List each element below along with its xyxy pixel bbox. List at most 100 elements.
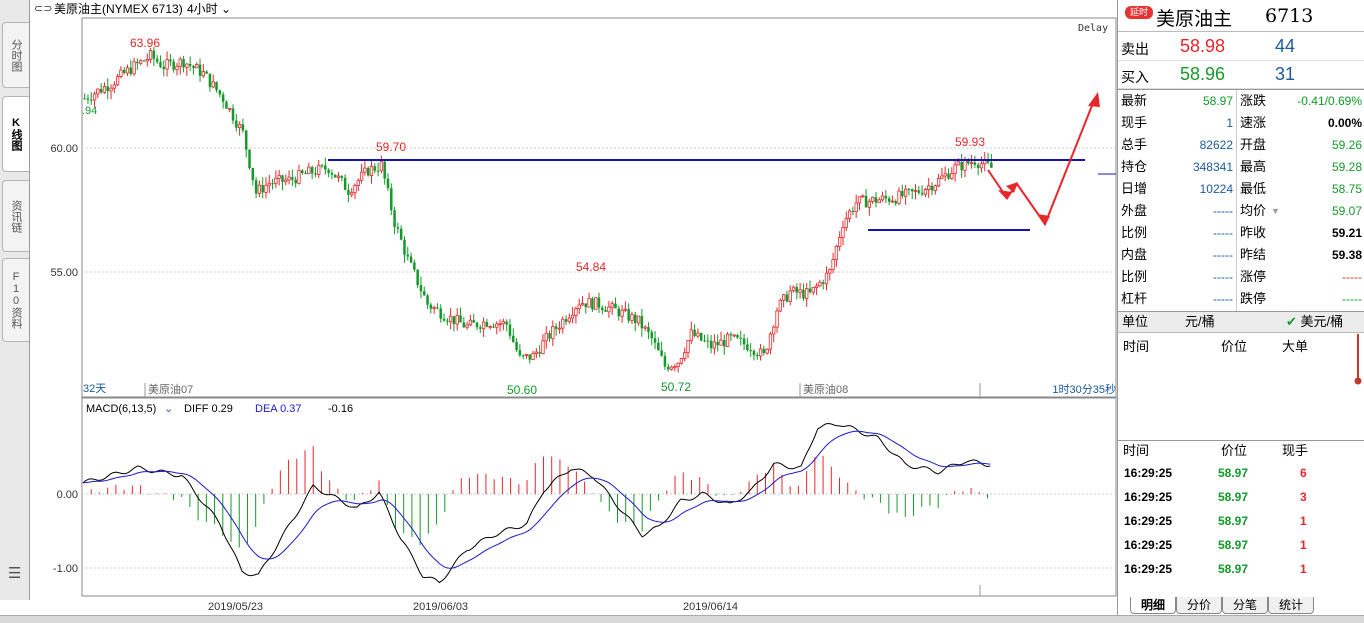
- candle-body: [228, 108, 232, 110]
- candle-body: [512, 335, 515, 342]
- tab-detail[interactable]: 明细: [1130, 597, 1176, 614]
- candle-body: [594, 297, 598, 310]
- unit-cny-option[interactable]: 元/桶: [1185, 314, 1215, 329]
- stat-key: 最低: [1240, 181, 1267, 196]
- candle-body: [719, 339, 723, 346]
- stat-cell: 最新 58.97: [1118, 90, 1236, 112]
- candle-body: [205, 71, 208, 74]
- candle-body: [175, 65, 179, 70]
- candle-body: [880, 195, 885, 201]
- tab-news-chain[interactable]: 资讯链: [2, 180, 29, 252]
- candle-body: [152, 50, 156, 59]
- candle-body: [627, 309, 630, 321]
- candle-body: [373, 166, 377, 171]
- candle-body: [785, 294, 789, 302]
- tick-row: 16:29:25 58.97 1: [1118, 509, 1364, 533]
- stat-value: 1: [1226, 116, 1233, 130]
- candle-body: [142, 60, 146, 62]
- candle-body: [132, 61, 136, 75]
- tick-hand: 6: [1300, 466, 1307, 480]
- candle-body: [943, 173, 947, 177]
- high-annotation: 59.93: [955, 135, 985, 149]
- stat-cell: 内盘 -----: [1118, 244, 1236, 266]
- chart-link-icon[interactable]: ⊂⊃: [34, 3, 53, 15]
- tab-intraday[interactable]: 分时图: [2, 22, 29, 88]
- candle-body: [508, 324, 512, 336]
- stat-cell: 速涨 0.00%: [1237, 112, 1364, 134]
- scrollbar-thumb[interactable]: [1354, 334, 1362, 386]
- candle-body: [765, 348, 769, 354]
- tab-f10[interactable]: F10资料: [2, 258, 29, 342]
- candle-body: [524, 353, 529, 356]
- macd-axis-label: 0.00: [57, 489, 78, 501]
- column-big-order: 大单: [1282, 339, 1309, 354]
- candle-body: [636, 315, 641, 324]
- stat-value: -----: [1342, 270, 1362, 284]
- bar-countdown: 1时30分35秒: [1052, 382, 1116, 396]
- candle-body: [218, 90, 222, 95]
- quote-panel: 延时 美原油主 6713 卖出 58.98 44 买入 58.96 31 最新 5…: [1117, 0, 1364, 623]
- tick-row: 16:29:25 58.97 6: [1118, 461, 1364, 485]
- candle-body: [699, 333, 703, 341]
- tab-tick-by-tick[interactable]: 分笔: [1222, 597, 1268, 614]
- stat-value: 0.00%: [1327, 116, 1362, 130]
- candle-body: [768, 333, 773, 350]
- candle-body: [729, 334, 733, 336]
- chevron-down-icon[interactable]: ⌄: [164, 403, 173, 415]
- candle-body: [798, 289, 802, 293]
- candle-body: [890, 200, 895, 203]
- candle-body: [83, 98, 86, 100]
- instrument-title: 美原油主(NYMEX 6713): [54, 2, 183, 16]
- stat-cell: 开盘 59.26: [1237, 134, 1364, 156]
- candle-body: [96, 88, 100, 95]
- candle-body: [485, 322, 489, 327]
- tab-price-distribution[interactable]: 分价: [1176, 597, 1222, 614]
- candle-body: [732, 334, 736, 337]
- candle-body: [653, 338, 657, 343]
- tick-hand: 1: [1300, 538, 1307, 552]
- contract-label: 美原油08: [803, 382, 848, 396]
- period-selector[interactable]: 4小时 ⌄: [187, 0, 231, 18]
- stat-key: 涨跌: [1240, 93, 1267, 108]
- stat-key: 总手: [1121, 137, 1148, 152]
- macd-indicator-name[interactable]: MACD(6,13,5): [86, 403, 156, 415]
- stat-value: -----: [1342, 292, 1362, 306]
- ask-volume: 44: [1275, 36, 1296, 56]
- kline-chart[interactable]: 60.00 55.00 0.00 -1.00 .94 63.96 59.70 5…: [30, 0, 1117, 615]
- stat-key: 最高: [1240, 159, 1267, 174]
- candle-body: [455, 315, 459, 325]
- tick-price: 58.97: [1218, 490, 1249, 504]
- candle-body: [452, 316, 456, 325]
- list-menu-icon[interactable]: ☰: [8, 565, 22, 582]
- candle-body: [574, 308, 578, 316]
- candle-body: [155, 58, 159, 62]
- candle-body: [426, 295, 429, 305]
- arrow-head-icon: [1006, 182, 1018, 193]
- stat-cell: 均价 ▼ 59.07: [1237, 200, 1364, 222]
- chevron-down-icon[interactable]: ▼: [1271, 206, 1280, 216]
- candle-body: [501, 321, 506, 325]
- candle-body: [211, 81, 215, 88]
- stat-key: 持仓: [1121, 159, 1148, 174]
- candle-body: [472, 320, 475, 323]
- candle-body: [584, 303, 588, 308]
- candle-body: [976, 164, 980, 168]
- tab-statistics[interactable]: 统计: [1268, 597, 1314, 614]
- stat-key: 比例: [1121, 225, 1148, 240]
- candle-body: [742, 338, 746, 345]
- stat-key: 内盘: [1121, 247, 1148, 262]
- price-axis-label: 55.00: [50, 267, 78, 279]
- stat-value: 10224: [1199, 182, 1233, 196]
- unit-usd-option[interactable]: ✔ 美元/桶: [1286, 312, 1343, 332]
- candle-body: [436, 307, 439, 309]
- candle-body: [396, 227, 400, 229]
- candle-body: [709, 340, 713, 349]
- tab-kline[interactable]: K线图: [2, 96, 29, 172]
- candle-body: [679, 358, 684, 364]
- candle-body: [481, 321, 486, 330]
- candle-body: [422, 291, 426, 296]
- column-price: 价位: [1221, 339, 1248, 354]
- quote-header: 延时 美原油主 6713: [1118, 0, 1364, 32]
- candle-body: [808, 288, 812, 293]
- candle-body: [791, 286, 796, 292]
